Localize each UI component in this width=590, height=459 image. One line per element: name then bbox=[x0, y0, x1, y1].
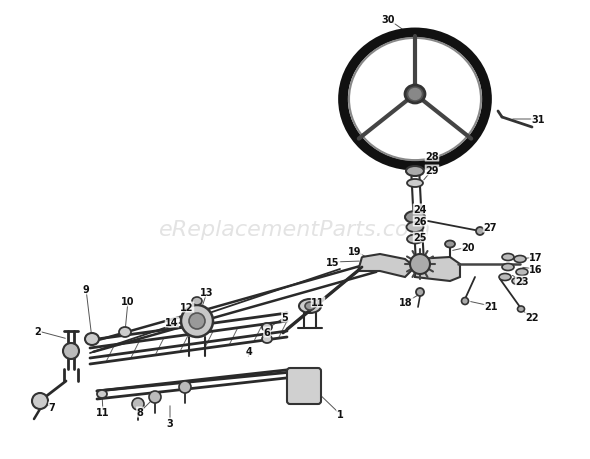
Ellipse shape bbox=[409, 90, 421, 100]
Circle shape bbox=[132, 398, 144, 410]
Text: 1: 1 bbox=[337, 409, 343, 419]
Text: 16: 16 bbox=[529, 264, 543, 274]
Text: 6: 6 bbox=[264, 327, 270, 337]
Text: 24: 24 bbox=[413, 205, 427, 214]
Text: 31: 31 bbox=[531, 115, 545, 125]
Circle shape bbox=[189, 313, 205, 329]
Ellipse shape bbox=[502, 264, 514, 271]
Text: 9: 9 bbox=[83, 285, 89, 294]
Text: 27: 27 bbox=[483, 223, 497, 233]
Ellipse shape bbox=[406, 167, 424, 177]
Polygon shape bbox=[415, 257, 460, 281]
Ellipse shape bbox=[445, 241, 455, 248]
Text: 26: 26 bbox=[413, 217, 427, 226]
Ellipse shape bbox=[299, 299, 321, 313]
Circle shape bbox=[179, 381, 191, 393]
Polygon shape bbox=[358, 254, 415, 277]
Ellipse shape bbox=[517, 306, 525, 312]
Circle shape bbox=[181, 305, 213, 337]
Text: 12: 12 bbox=[181, 302, 194, 312]
Text: 19: 19 bbox=[348, 246, 362, 257]
Ellipse shape bbox=[407, 223, 424, 233]
Text: 14: 14 bbox=[165, 317, 179, 327]
Text: 10: 10 bbox=[122, 297, 135, 306]
Ellipse shape bbox=[405, 212, 425, 224]
Text: 29: 29 bbox=[425, 166, 439, 176]
Text: 7: 7 bbox=[48, 402, 55, 412]
Circle shape bbox=[410, 254, 430, 274]
Ellipse shape bbox=[516, 269, 528, 276]
Ellipse shape bbox=[85, 333, 99, 345]
Ellipse shape bbox=[499, 274, 511, 281]
Text: 11: 11 bbox=[96, 407, 110, 417]
Ellipse shape bbox=[405, 86, 425, 104]
Text: 30: 30 bbox=[381, 15, 395, 25]
Ellipse shape bbox=[97, 390, 107, 398]
Text: eReplacementParts.com: eReplacementParts.com bbox=[159, 219, 431, 240]
Text: 23: 23 bbox=[515, 276, 529, 286]
Text: 17: 17 bbox=[529, 252, 543, 263]
Circle shape bbox=[149, 391, 161, 403]
Text: 22: 22 bbox=[525, 312, 539, 322]
Ellipse shape bbox=[502, 254, 514, 261]
Circle shape bbox=[63, 343, 79, 359]
Text: 25: 25 bbox=[413, 233, 427, 242]
Circle shape bbox=[32, 393, 48, 409]
Text: 20: 20 bbox=[461, 242, 475, 252]
Text: 28: 28 bbox=[425, 151, 439, 162]
Ellipse shape bbox=[262, 335, 272, 343]
Text: 2: 2 bbox=[35, 326, 41, 336]
Ellipse shape bbox=[119, 327, 131, 337]
Text: 13: 13 bbox=[200, 287, 214, 297]
Ellipse shape bbox=[512, 278, 524, 285]
Ellipse shape bbox=[262, 323, 272, 331]
Ellipse shape bbox=[461, 298, 468, 305]
Text: 11: 11 bbox=[312, 297, 325, 308]
Ellipse shape bbox=[407, 235, 423, 244]
Text: 5: 5 bbox=[281, 312, 289, 322]
Text: 21: 21 bbox=[484, 302, 498, 311]
FancyBboxPatch shape bbox=[287, 368, 321, 404]
Ellipse shape bbox=[514, 256, 526, 263]
Text: 8: 8 bbox=[136, 407, 143, 417]
Ellipse shape bbox=[305, 302, 315, 310]
Text: 3: 3 bbox=[166, 418, 173, 428]
Ellipse shape bbox=[416, 288, 424, 297]
Ellipse shape bbox=[192, 297, 202, 305]
Ellipse shape bbox=[407, 179, 423, 188]
Text: 4: 4 bbox=[245, 346, 253, 356]
Text: 18: 18 bbox=[399, 297, 413, 308]
Ellipse shape bbox=[476, 228, 484, 235]
Text: 15: 15 bbox=[326, 257, 340, 268]
